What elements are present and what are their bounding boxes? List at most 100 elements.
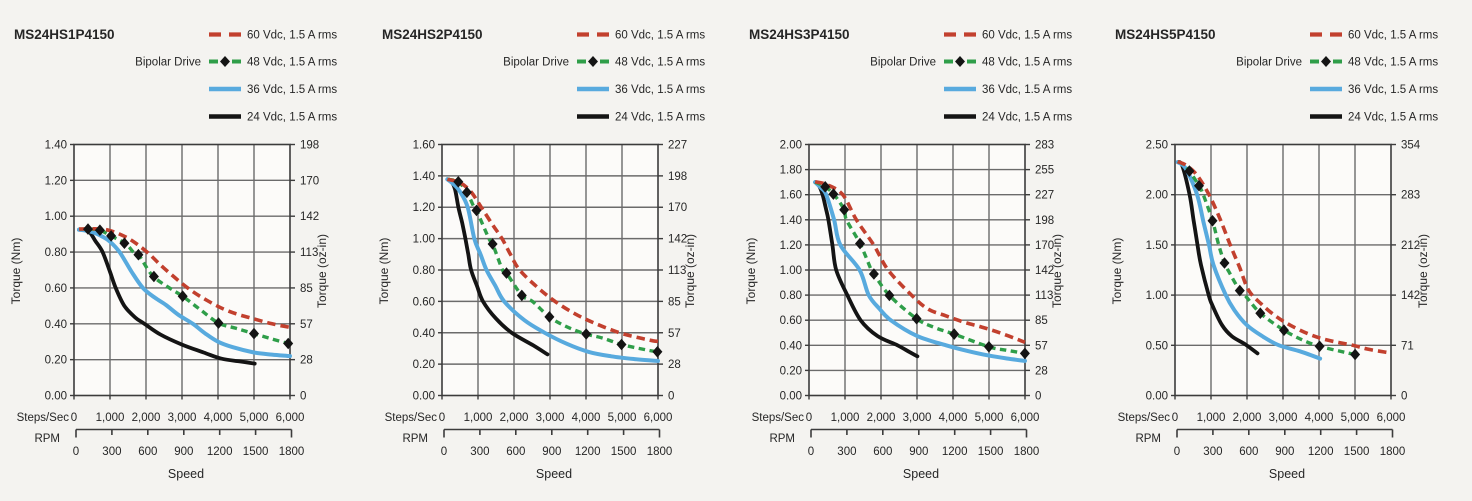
svg-text:Torque (Nm): Torque (Nm) bbox=[377, 238, 391, 305]
svg-text:57: 57 bbox=[300, 319, 313, 331]
svg-text:5,000: 5,000 bbox=[608, 412, 637, 424]
svg-text:0.20: 0.20 bbox=[45, 355, 67, 367]
svg-text:4,000: 4,000 bbox=[939, 412, 968, 424]
svg-text:1.20: 1.20 bbox=[45, 175, 67, 187]
svg-text:600: 600 bbox=[873, 446, 892, 458]
svg-text:2,000: 2,000 bbox=[500, 412, 529, 424]
svg-text:0.80: 0.80 bbox=[413, 265, 435, 277]
svg-text:3,000: 3,000 bbox=[1269, 412, 1298, 424]
svg-text:142: 142 bbox=[1035, 265, 1054, 277]
svg-text:1200: 1200 bbox=[575, 446, 601, 458]
svg-text:36 Vdc, 1.5 A rms: 36 Vdc, 1.5 A rms bbox=[615, 84, 705, 96]
svg-text:Torque (oz-in): Torque (oz-in) bbox=[683, 234, 697, 308]
svg-text:600: 600 bbox=[506, 446, 525, 458]
svg-text:1,000: 1,000 bbox=[1197, 412, 1226, 424]
svg-text:85: 85 bbox=[300, 283, 313, 295]
svg-text:0: 0 bbox=[439, 412, 445, 424]
svg-text:Steps/Sec: Steps/Sec bbox=[385, 412, 438, 424]
svg-text:0.60: 0.60 bbox=[413, 296, 435, 308]
svg-text:113: 113 bbox=[668, 265, 686, 277]
svg-text:0: 0 bbox=[1174, 446, 1180, 458]
svg-text:Steps/Sec: Steps/Sec bbox=[752, 412, 805, 424]
svg-text:Bipolar Drive: Bipolar Drive bbox=[870, 57, 936, 69]
svg-text:900: 900 bbox=[174, 446, 193, 458]
svg-text:142: 142 bbox=[300, 211, 319, 223]
svg-text:0.00: 0.00 bbox=[780, 391, 802, 403]
svg-text:Speed: Speed bbox=[536, 467, 572, 481]
svg-text:48 Vdc, 1.5 A rms: 48 Vdc, 1.5 A rms bbox=[615, 57, 705, 69]
svg-text:60 Vdc, 1.5 A rms: 60 Vdc, 1.5 A rms bbox=[615, 30, 705, 42]
svg-text:1.40: 1.40 bbox=[413, 171, 435, 183]
svg-text:1.00: 1.00 bbox=[413, 234, 435, 246]
svg-text:300: 300 bbox=[1203, 446, 1222, 458]
svg-text:60 Vdc, 1.5 A rms: 60 Vdc, 1.5 A rms bbox=[247, 30, 337, 42]
svg-text:1.00: 1.00 bbox=[45, 211, 67, 223]
svg-text:Bipolar Drive: Bipolar Drive bbox=[135, 57, 201, 69]
svg-text:RPM: RPM bbox=[34, 433, 60, 445]
svg-text:0.20: 0.20 bbox=[780, 365, 802, 377]
svg-text:1800: 1800 bbox=[1014, 446, 1040, 458]
svg-text:0.60: 0.60 bbox=[780, 315, 802, 327]
svg-text:300: 300 bbox=[470, 446, 489, 458]
svg-text:2,000: 2,000 bbox=[867, 412, 896, 424]
svg-text:0: 0 bbox=[71, 412, 77, 424]
svg-text:0.00: 0.00 bbox=[45, 391, 67, 403]
svg-text:1200: 1200 bbox=[207, 446, 233, 458]
svg-text:0.50: 0.50 bbox=[1146, 340, 1168, 352]
svg-text:300: 300 bbox=[837, 446, 856, 458]
svg-text:36 Vdc, 1.5 A rms: 36 Vdc, 1.5 A rms bbox=[1348, 84, 1438, 96]
svg-text:1800: 1800 bbox=[647, 446, 673, 458]
svg-text:1,000: 1,000 bbox=[464, 412, 493, 424]
svg-text:5,000: 5,000 bbox=[1341, 412, 1370, 424]
svg-text:1.60: 1.60 bbox=[780, 190, 802, 202]
svg-text:4,000: 4,000 bbox=[1305, 412, 1334, 424]
svg-text:4,000: 4,000 bbox=[572, 412, 601, 424]
svg-text:57: 57 bbox=[668, 328, 681, 340]
svg-text:71: 71 bbox=[1401, 340, 1414, 352]
svg-text:6,000: 6,000 bbox=[644, 412, 673, 424]
svg-text:0.20: 0.20 bbox=[413, 359, 435, 371]
svg-text:0.80: 0.80 bbox=[45, 247, 67, 259]
svg-text:1,000: 1,000 bbox=[96, 412, 125, 424]
svg-text:Torque (oz-in): Torque (oz-in) bbox=[315, 234, 329, 308]
svg-text:0: 0 bbox=[73, 446, 79, 458]
svg-text:170: 170 bbox=[668, 202, 687, 214]
svg-text:48 Vdc, 1.5 A rms: 48 Vdc, 1.5 A rms bbox=[1348, 57, 1438, 69]
svg-text:RPM: RPM bbox=[402, 433, 428, 445]
svg-text:Bipolar Drive: Bipolar Drive bbox=[1236, 57, 1302, 69]
svg-text:170: 170 bbox=[1035, 240, 1054, 252]
svg-text:1.20: 1.20 bbox=[413, 202, 435, 214]
svg-text:0: 0 bbox=[808, 446, 814, 458]
svg-text:2,000: 2,000 bbox=[132, 412, 161, 424]
svg-text:0.00: 0.00 bbox=[1146, 391, 1168, 403]
svg-text:283: 283 bbox=[1035, 140, 1054, 152]
svg-text:MS24HS1P4150: MS24HS1P4150 bbox=[14, 27, 115, 42]
svg-text:MS24HS5P4150: MS24HS5P4150 bbox=[1115, 27, 1216, 42]
svg-text:85: 85 bbox=[668, 296, 681, 308]
svg-text:28: 28 bbox=[300, 355, 313, 367]
svg-text:198: 198 bbox=[668, 171, 687, 183]
svg-text:3,000: 3,000 bbox=[903, 412, 932, 424]
svg-text:600: 600 bbox=[138, 446, 157, 458]
svg-text:113: 113 bbox=[1035, 290, 1053, 302]
svg-text:142: 142 bbox=[668, 234, 687, 246]
svg-text:0: 0 bbox=[300, 391, 306, 403]
svg-text:RPM: RPM bbox=[1135, 433, 1161, 445]
svg-text:1200: 1200 bbox=[942, 446, 968, 458]
svg-text:36 Vdc, 1.5 A rms: 36 Vdc, 1.5 A rms bbox=[982, 84, 1072, 96]
svg-text:212: 212 bbox=[1401, 240, 1420, 252]
svg-text:0: 0 bbox=[668, 391, 674, 403]
svg-text:Torque (oz-in): Torque (oz-in) bbox=[1050, 234, 1064, 308]
svg-text:4,000: 4,000 bbox=[204, 412, 233, 424]
svg-text:57: 57 bbox=[1035, 340, 1048, 352]
svg-text:354: 354 bbox=[1401, 140, 1421, 152]
svg-text:1.40: 1.40 bbox=[45, 140, 67, 152]
svg-text:24 Vdc, 1.5 A rms: 24 Vdc, 1.5 A rms bbox=[982, 112, 1072, 124]
svg-text:5,000: 5,000 bbox=[240, 412, 269, 424]
svg-text:0.40: 0.40 bbox=[780, 340, 802, 352]
svg-text:0: 0 bbox=[1172, 412, 1178, 424]
svg-text:113: 113 bbox=[300, 247, 318, 259]
svg-text:1500: 1500 bbox=[611, 446, 637, 458]
svg-text:900: 900 bbox=[1275, 446, 1294, 458]
svg-text:3,000: 3,000 bbox=[536, 412, 565, 424]
